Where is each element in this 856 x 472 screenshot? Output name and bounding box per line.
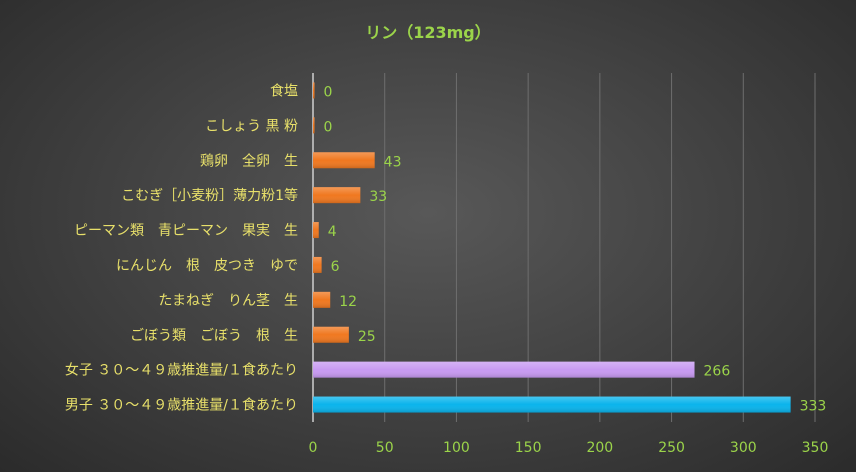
x-tick-label: 350 (802, 440, 829, 456)
data-label: 33 (369, 189, 387, 205)
data-label: 333 (800, 399, 827, 415)
x-tick-label: 300 (730, 440, 757, 456)
data-label: 266 (704, 364, 731, 380)
data-label: 0 (324, 119, 333, 135)
bar-highlight (313, 82, 315, 99)
x-axis-ticks: 0 50 100 150 200 250 300 350 (309, 440, 829, 456)
bar-highlight (313, 396, 791, 413)
x-tick-label: 150 (515, 440, 542, 456)
chart-title: リン（123mg） (365, 23, 491, 42)
data-label: 6 (331, 259, 340, 275)
data-label: 25 (358, 329, 376, 345)
category-label: こむぎ［小麦粉］薄力粉1等 (121, 187, 298, 204)
bar-highlight (313, 187, 361, 204)
category-label: 女子 ３０～４９歳推進量/１食あたり (65, 362, 298, 379)
bars (313, 82, 791, 413)
x-tick-label: 0 (309, 440, 318, 456)
data-label: 43 (384, 154, 402, 170)
bar-highlight (313, 326, 349, 343)
gridlines (312, 73, 816, 422)
data-label: 4 (328, 224, 337, 240)
category-label: ピーマン類 青ピーマン 果実 生 (74, 223, 298, 239)
bar-highlight (313, 291, 331, 308)
category-label: たまねぎ りん茎 生 (158, 293, 298, 309)
bar-highlight (313, 117, 315, 134)
x-tick-label: 200 (586, 440, 613, 456)
category-label: ごぼう類 ごぼう 根 生 (130, 328, 298, 344)
data-labels: 0 0 43 33 4 6 12 25 266 333 (324, 84, 827, 414)
data-label: 0 (324, 84, 333, 100)
category-label: 男子 ３０～４９歳推進量/１食あたり (65, 397, 298, 414)
category-label: 食塩 (270, 82, 298, 99)
category-label: 鶏卵 全卵 生 (200, 152, 298, 169)
x-tick-label: 50 (376, 440, 394, 456)
category-label: こしょう 黒 粉 (205, 118, 298, 134)
bar-highlight (313, 222, 319, 239)
x-tick-label: 100 (443, 440, 470, 456)
bar-highlight (313, 152, 375, 169)
bar-highlight (313, 361, 695, 378)
data-label: 12 (339, 294, 357, 310)
category-label: にんじん 根 皮つき ゆで (116, 258, 298, 274)
x-tick-label: 250 (658, 440, 685, 456)
bar-highlight (313, 256, 322, 273)
